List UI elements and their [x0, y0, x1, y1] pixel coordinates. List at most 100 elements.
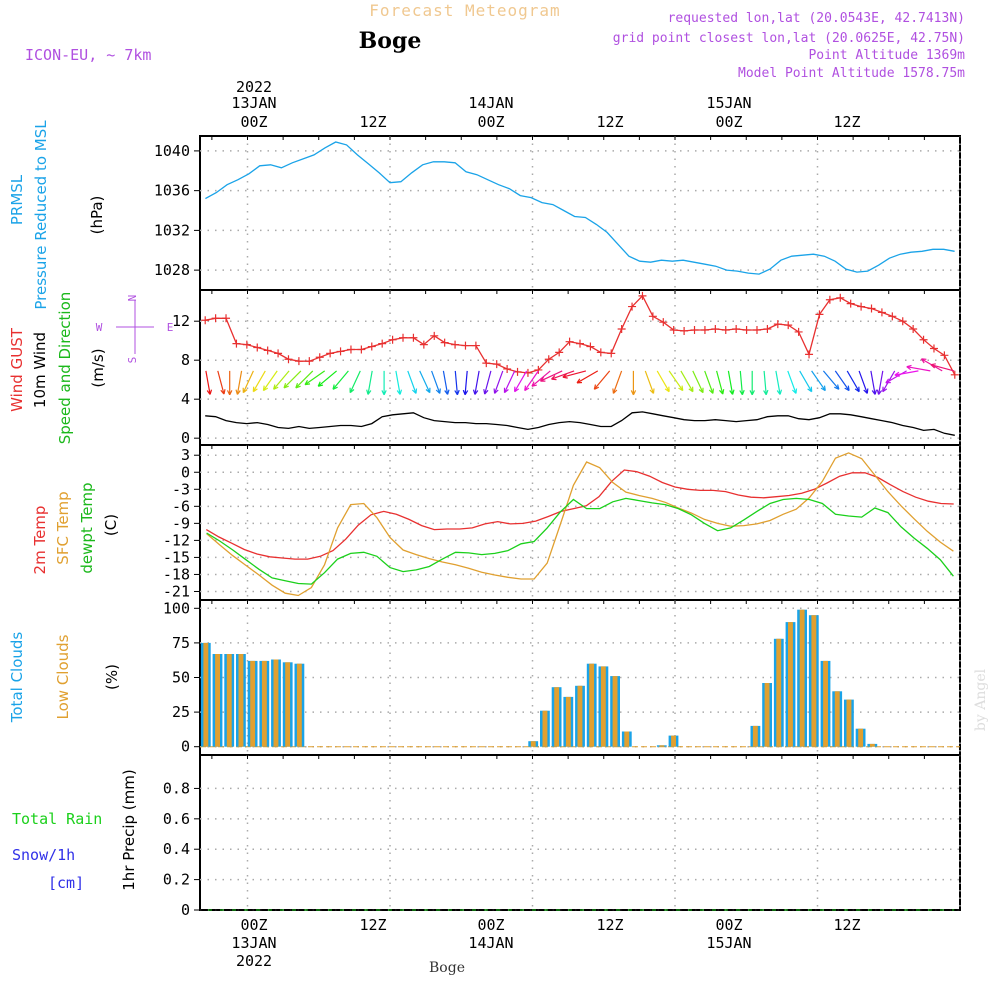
- wind-unit-text: (m/s): [89, 348, 107, 387]
- y-tick-label-3-2: 50: [172, 669, 190, 687]
- gust-marker: [867, 304, 876, 313]
- y-tick-label-0-0: 1028: [154, 261, 190, 279]
- gust-marker: [378, 339, 387, 348]
- y-tick-label-1-0: 0: [181, 429, 190, 447]
- wind-direction-arrow: [349, 370, 361, 394]
- y-tick-label-2-8: -21: [163, 582, 190, 600]
- wind-direction-arrow: [332, 370, 349, 390]
- gust-marker: [336, 347, 345, 356]
- wind-direction-arrow: [644, 370, 655, 394]
- panel-frame-4: [199, 754, 961, 911]
- wind-label: 10m Wind: [31, 332, 49, 408]
- wind-direction-arrow: [811, 370, 826, 392]
- low-cloud-bar: [858, 728, 864, 747]
- gust-marker: [492, 360, 501, 369]
- plot-area: 10281032103610400481230-3-6-9-12-15-18-2…: [154, 135, 961, 919]
- panel-frame-0: [199, 135, 961, 291]
- gust-marker: [857, 302, 866, 311]
- top-tick-label-3: 12Z: [596, 113, 623, 131]
- low-cloud-bar: [846, 699, 852, 747]
- gust-marker: [805, 350, 814, 359]
- low-cloud-bar: [273, 659, 279, 747]
- gust-marker: [638, 291, 647, 300]
- wind-direction-arrow: [524, 370, 539, 392]
- gust-marker: [752, 325, 761, 334]
- low-cloud-bar: [811, 615, 817, 747]
- clouds-unit: (%): [103, 664, 121, 690]
- low-cloud-bar: [624, 731, 630, 747]
- y-tick-label-4-0: 0: [181, 901, 190, 919]
- gust-marker: [534, 365, 543, 374]
- gust-marker: [815, 310, 824, 319]
- y-tick-label-2-2: -3: [172, 480, 190, 498]
- grid-point-coords: grid point closest lon,lat (20.0625E, 42…: [613, 31, 965, 46]
- gust-marker: [909, 324, 918, 333]
- y-tick-label-0-1: 1032: [154, 221, 190, 239]
- gust-marker: [680, 326, 689, 335]
- gust-marker: [294, 357, 303, 366]
- wind-direction-arrow: [822, 370, 840, 390]
- wind-direction-arrow: [366, 370, 373, 395]
- wind-direction-arrow: [680, 370, 694, 393]
- top-tick-label-0: 00Z: [240, 113, 267, 131]
- gust-marker: [201, 316, 210, 325]
- wind-direction-arrow: [656, 370, 670, 393]
- pressure-label-1: PRMSL: [8, 174, 26, 225]
- wind-speed-line: [205, 411, 955, 436]
- gust-marker: [576, 339, 584, 348]
- y-tick-label-2-7: -18: [163, 565, 190, 583]
- dewpt-line: [206, 497, 954, 585]
- gust-marker: [586, 342, 595, 351]
- gust-marker: [399, 333, 408, 342]
- gust-marker: [825, 295, 834, 304]
- gust-marker: [242, 340, 251, 349]
- wind-direction-arrow: [419, 370, 431, 394]
- gust-marker: [388, 335, 397, 344]
- low-cloud-bar: [589, 663, 595, 747]
- gust-marker: [367, 342, 376, 351]
- gust-marker: [430, 331, 439, 340]
- wind-direction-arrow: [885, 370, 907, 384]
- gust-marker: [732, 324, 741, 333]
- low-cloud-bar: [285, 662, 291, 747]
- y-tick-label-3-0: 0: [181, 738, 190, 756]
- low-cloud-bar: [659, 745, 665, 747]
- location-title: Boge: [359, 28, 422, 54]
- wind-direction-arrow: [870, 370, 878, 395]
- direction-label: Speed and Direction: [56, 292, 74, 445]
- low-cloud-bar: [554, 687, 560, 747]
- wind-direction-arrow: [593, 370, 611, 390]
- gust-line: [205, 294, 956, 376]
- gust-marker: [919, 335, 928, 344]
- low-cloud-bar: [671, 735, 676, 747]
- gust-marker: [284, 355, 293, 364]
- bottom-date-label-0: 13JAN: [231, 934, 276, 952]
- wind-direction-arrow: [834, 370, 850, 392]
- wind-direction-arrow: [242, 370, 254, 394]
- gust-marker: [471, 341, 480, 350]
- wind-direction-arrow: [514, 370, 528, 393]
- gust-label: Wind GUST: [8, 327, 26, 412]
- y-tick-label-4-2: 0.4: [163, 840, 190, 858]
- wind-direction-arrow: [217, 370, 226, 395]
- gust-marker: [565, 337, 574, 346]
- gust-marker: [628, 302, 637, 311]
- wind-direction-arrow: [483, 370, 492, 395]
- y-tick-label-4-4: 0.8: [163, 779, 190, 797]
- gust-marker: [784, 321, 793, 330]
- sfc-temp-line: [206, 452, 954, 597]
- gust-marker: [409, 333, 418, 342]
- bottom-location: Boge: [429, 960, 465, 976]
- y-tick-label-4-3: 0.6: [163, 810, 190, 828]
- bottom-year-label: 2022: [236, 952, 272, 970]
- wind-direction-arrow: [273, 370, 290, 390]
- wind-direction-arrow: [704, 370, 714, 394]
- gust-marker: [253, 343, 262, 352]
- gust-marker: [846, 299, 855, 308]
- wind-direction-arrow: [763, 370, 769, 396]
- snow-label: Snow/1h: [12, 846, 75, 864]
- bottom-tick-label-4: 00Z: [715, 916, 742, 934]
- wind-direction-arrow: [551, 370, 575, 381]
- gust-marker: [555, 348, 564, 357]
- wind-direction-arrow: [531, 370, 551, 387]
